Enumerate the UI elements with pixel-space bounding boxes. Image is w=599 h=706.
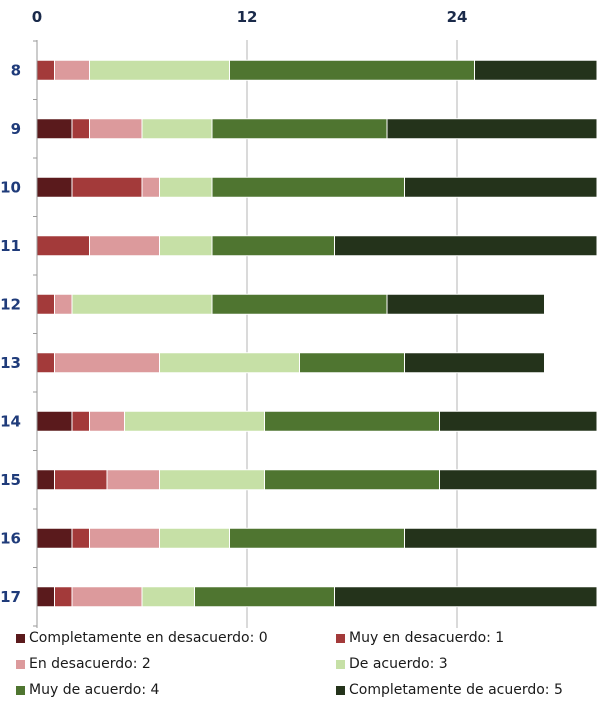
bar-segment <box>211 235 335 257</box>
legend-swatch <box>16 659 25 669</box>
bar-segment <box>106 469 160 491</box>
legend-swatch <box>336 659 345 669</box>
bar-segment <box>404 527 598 549</box>
bar-segment <box>334 586 598 608</box>
bar-segment <box>54 293 73 315</box>
legend-swatch <box>16 685 25 695</box>
bar-segment <box>54 469 108 491</box>
bar-segment <box>54 586 73 608</box>
bar-segment <box>36 59 55 81</box>
legend-swatch <box>336 633 345 643</box>
legend-label: Muy de acuerdo: 4 <box>29 682 160 698</box>
bar-segment <box>36 410 73 432</box>
bar-segment <box>334 235 598 257</box>
bar-segment <box>159 352 300 374</box>
legend-item: Muy en desacuerdo: 1 <box>336 630 504 646</box>
category-label: 9 <box>11 120 21 138</box>
bar-segment <box>36 176 73 198</box>
bar-segment <box>71 586 143 608</box>
bar-segment <box>229 527 405 549</box>
bar-segment <box>141 586 195 608</box>
bar-segment <box>71 118 90 140</box>
bar-segment <box>89 235 160 257</box>
bar-segment <box>71 293 213 315</box>
bars <box>36 59 598 608</box>
bar-segment <box>36 352 55 374</box>
bar-segment <box>36 235 90 257</box>
bar-segment <box>71 527 90 549</box>
bar-segment <box>54 59 90 81</box>
bar-segment <box>36 118 73 140</box>
bar-segment <box>89 410 125 432</box>
bar-segment <box>159 176 213 198</box>
bar-segment <box>264 410 440 432</box>
bar-segment <box>141 118 213 140</box>
bar-segment <box>71 410 90 432</box>
legend-label: De acuerdo: 3 <box>349 656 448 672</box>
bar-segment <box>194 586 335 608</box>
legend-item: Muy de acuerdo: 4 <box>16 682 159 698</box>
bar-segment <box>439 410 598 432</box>
legend-item: En desacuerdo: 2 <box>16 656 151 672</box>
category-labels: 8 9 10 11 12 13 14 15 16 17 <box>0 61 21 606</box>
bar-segment <box>159 469 265 491</box>
bar-segment <box>71 176 143 198</box>
x-tick-label: 12 <box>237 8 258 26</box>
bar-segment <box>404 352 545 374</box>
legend-item: Completamente de acuerdo: 5 <box>336 682 563 698</box>
stacked-bar-chart: 0 12 24 8 9 10 11 12 13 14 15 16 17 <box>0 8 598 628</box>
bar-segment <box>264 469 440 491</box>
legend-item: De acuerdo: 3 <box>336 656 448 672</box>
category-label: 17 <box>0 588 21 606</box>
bar-segment <box>404 176 598 198</box>
bar-segment <box>159 527 230 549</box>
bar-segment <box>386 118 598 140</box>
bar-segment <box>36 293 55 315</box>
category-label: 8 <box>11 61 21 79</box>
category-label: 14 <box>0 412 21 430</box>
bar-segment <box>211 176 405 198</box>
category-label: 13 <box>0 354 21 372</box>
category-label: 16 <box>0 529 21 547</box>
bar-segment <box>54 352 160 374</box>
legend-label: En desacuerdo: 2 <box>29 656 151 672</box>
x-tick-label: 24 <box>447 8 468 26</box>
bar-segment <box>386 293 545 315</box>
bar-segment <box>89 527 160 549</box>
bar-segment <box>229 59 475 81</box>
bar-segment <box>36 527 73 549</box>
legend: Completamente en desacuerdo: 0 Muy en des… <box>16 628 591 706</box>
bar-segment <box>211 293 388 315</box>
legend-item: Completamente en desacuerdo: 0 <box>16 630 268 646</box>
x-axis-tick-labels: 0 12 24 <box>32 8 468 26</box>
bar-segment <box>474 59 598 81</box>
bar-segment <box>36 469 55 491</box>
x-tick-label: 0 <box>32 8 42 26</box>
bar-segment <box>211 118 388 140</box>
bar-segment <box>141 176 160 198</box>
bar-segment <box>124 410 265 432</box>
legend-label: Muy en desacuerdo: 1 <box>349 630 505 646</box>
bar-segment <box>89 118 143 140</box>
legend-swatch <box>16 633 25 643</box>
category-label: 11 <box>0 237 21 255</box>
category-label: 15 <box>0 471 21 489</box>
bar-segment <box>159 235 213 257</box>
bar-segment <box>36 586 55 608</box>
bar-segment <box>89 59 230 81</box>
bar-segment <box>439 469 598 491</box>
category-label: 10 <box>0 178 21 196</box>
legend-label: Completamente en desacuerdo: 0 <box>29 630 268 646</box>
legend-swatch <box>336 685 345 695</box>
category-label: 12 <box>0 295 21 313</box>
legend-label: Completamente de acuerdo: 5 <box>349 682 563 698</box>
bar-segment <box>299 352 405 374</box>
